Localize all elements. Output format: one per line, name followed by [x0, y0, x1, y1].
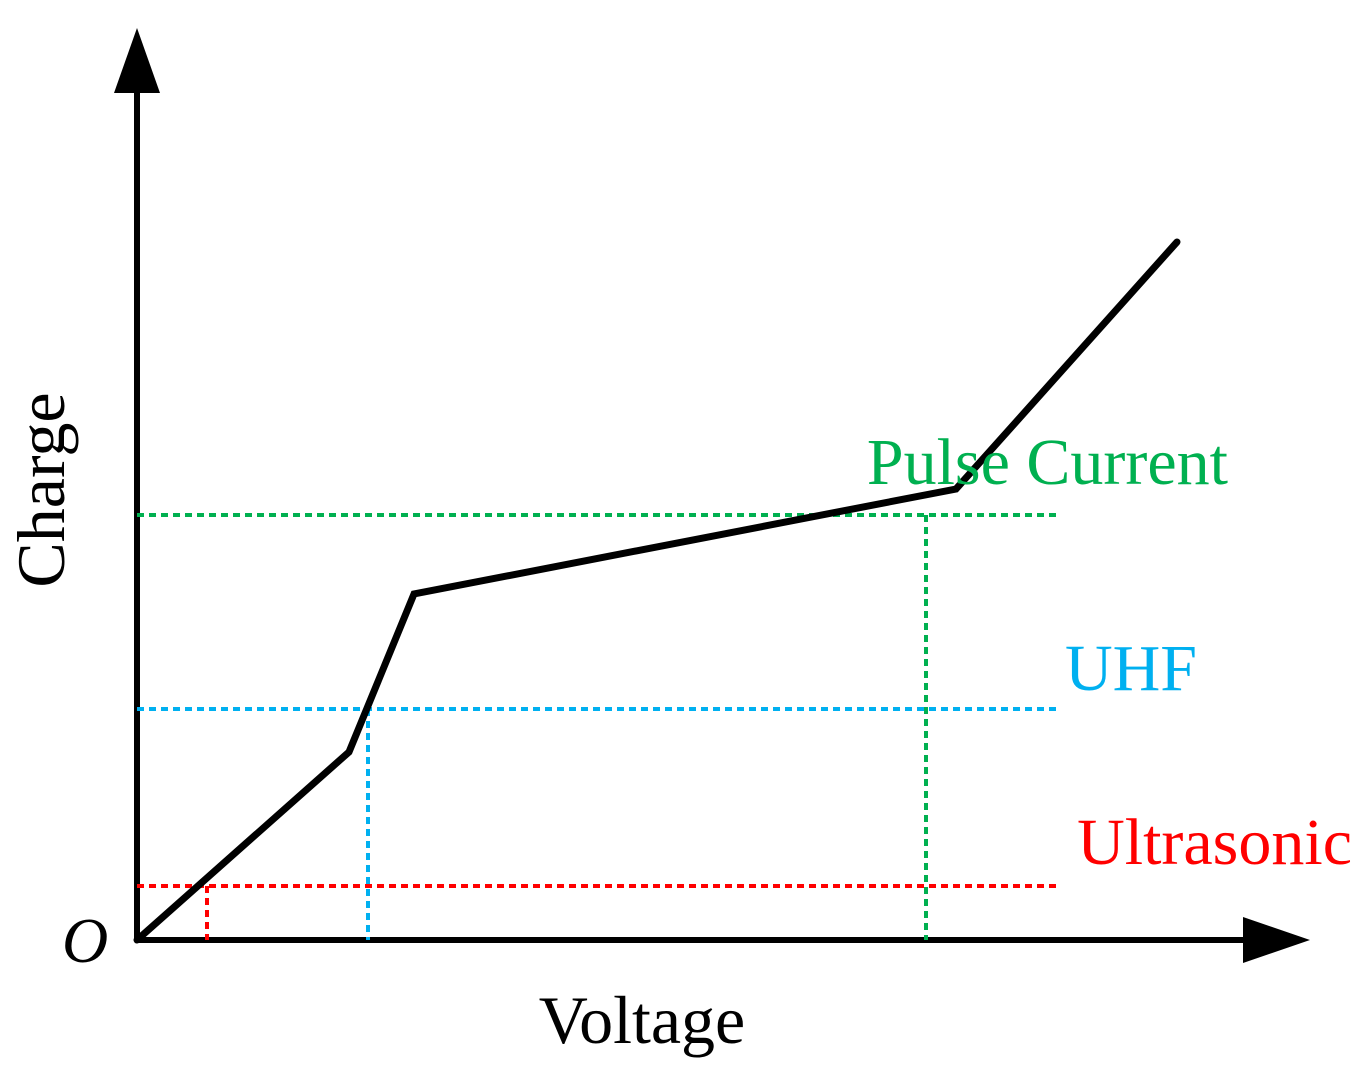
origin-label: O [62, 905, 108, 976]
uhf-label: UHF [1065, 632, 1197, 705]
x-axis-arrowhead [1243, 917, 1310, 963]
y-axis-label: Charge [3, 392, 79, 587]
pulse-current-label: Pulse Current [867, 426, 1228, 499]
ultrasonic-label: Ultrasonic [1077, 806, 1352, 879]
y-axis-arrowhead [114, 28, 160, 93]
charge-voltage-curve [133, 238, 1181, 944]
x-axis-label: Voltage [539, 982, 746, 1058]
